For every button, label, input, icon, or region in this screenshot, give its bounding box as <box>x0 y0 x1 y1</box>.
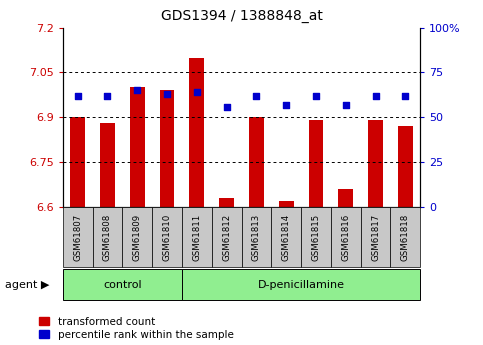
FancyBboxPatch shape <box>212 207 242 267</box>
Text: D-penicillamine: D-penicillamine <box>257 280 344 289</box>
Point <box>253 93 260 99</box>
Text: GSM61816: GSM61816 <box>341 214 350 261</box>
Text: GSM61815: GSM61815 <box>312 214 320 261</box>
Bar <box>279 201 294 207</box>
Text: GDS1394 / 1388848_at: GDS1394 / 1388848_at <box>160 9 323 23</box>
Point <box>282 102 290 108</box>
Bar <box>219 198 234 207</box>
Text: GSM61807: GSM61807 <box>73 214 82 261</box>
Point <box>133 88 141 93</box>
Bar <box>100 123 115 207</box>
FancyBboxPatch shape <box>152 207 182 267</box>
FancyBboxPatch shape <box>122 207 152 267</box>
FancyBboxPatch shape <box>390 207 420 267</box>
Point <box>401 93 409 99</box>
Text: GSM61811: GSM61811 <box>192 214 201 261</box>
FancyBboxPatch shape <box>63 269 182 300</box>
Bar <box>338 189 353 207</box>
Bar <box>189 58 204 207</box>
Bar <box>130 87 145 207</box>
Text: GSM61809: GSM61809 <box>133 214 142 261</box>
FancyBboxPatch shape <box>93 207 122 267</box>
Bar <box>368 120 383 207</box>
Text: GSM61817: GSM61817 <box>371 214 380 261</box>
Text: GSM61808: GSM61808 <box>103 214 112 261</box>
FancyBboxPatch shape <box>182 207 212 267</box>
Point <box>223 104 230 109</box>
Point <box>104 93 112 99</box>
Point <box>372 93 380 99</box>
FancyBboxPatch shape <box>331 207 361 267</box>
Legend: transformed count, percentile rank within the sample: transformed count, percentile rank withi… <box>39 317 234 340</box>
Bar <box>70 117 85 207</box>
Text: GSM61812: GSM61812 <box>222 214 231 261</box>
Text: control: control <box>103 280 142 289</box>
Point <box>342 102 350 108</box>
Point <box>312 93 320 99</box>
Bar <box>309 120 324 207</box>
Bar <box>159 90 174 207</box>
Point <box>74 93 82 99</box>
FancyBboxPatch shape <box>301 207 331 267</box>
FancyBboxPatch shape <box>361 207 390 267</box>
Text: GSM61814: GSM61814 <box>282 214 291 261</box>
FancyBboxPatch shape <box>271 207 301 267</box>
FancyBboxPatch shape <box>242 207 271 267</box>
FancyBboxPatch shape <box>182 269 420 300</box>
Point <box>163 91 171 97</box>
Bar <box>398 126 413 207</box>
Text: agent ▶: agent ▶ <box>5 280 49 289</box>
Text: GSM61810: GSM61810 <box>163 214 171 261</box>
Text: GSM61818: GSM61818 <box>401 214 410 261</box>
Bar <box>249 117 264 207</box>
FancyBboxPatch shape <box>63 207 93 267</box>
Point <box>193 89 201 95</box>
Text: GSM61813: GSM61813 <box>252 214 261 261</box>
